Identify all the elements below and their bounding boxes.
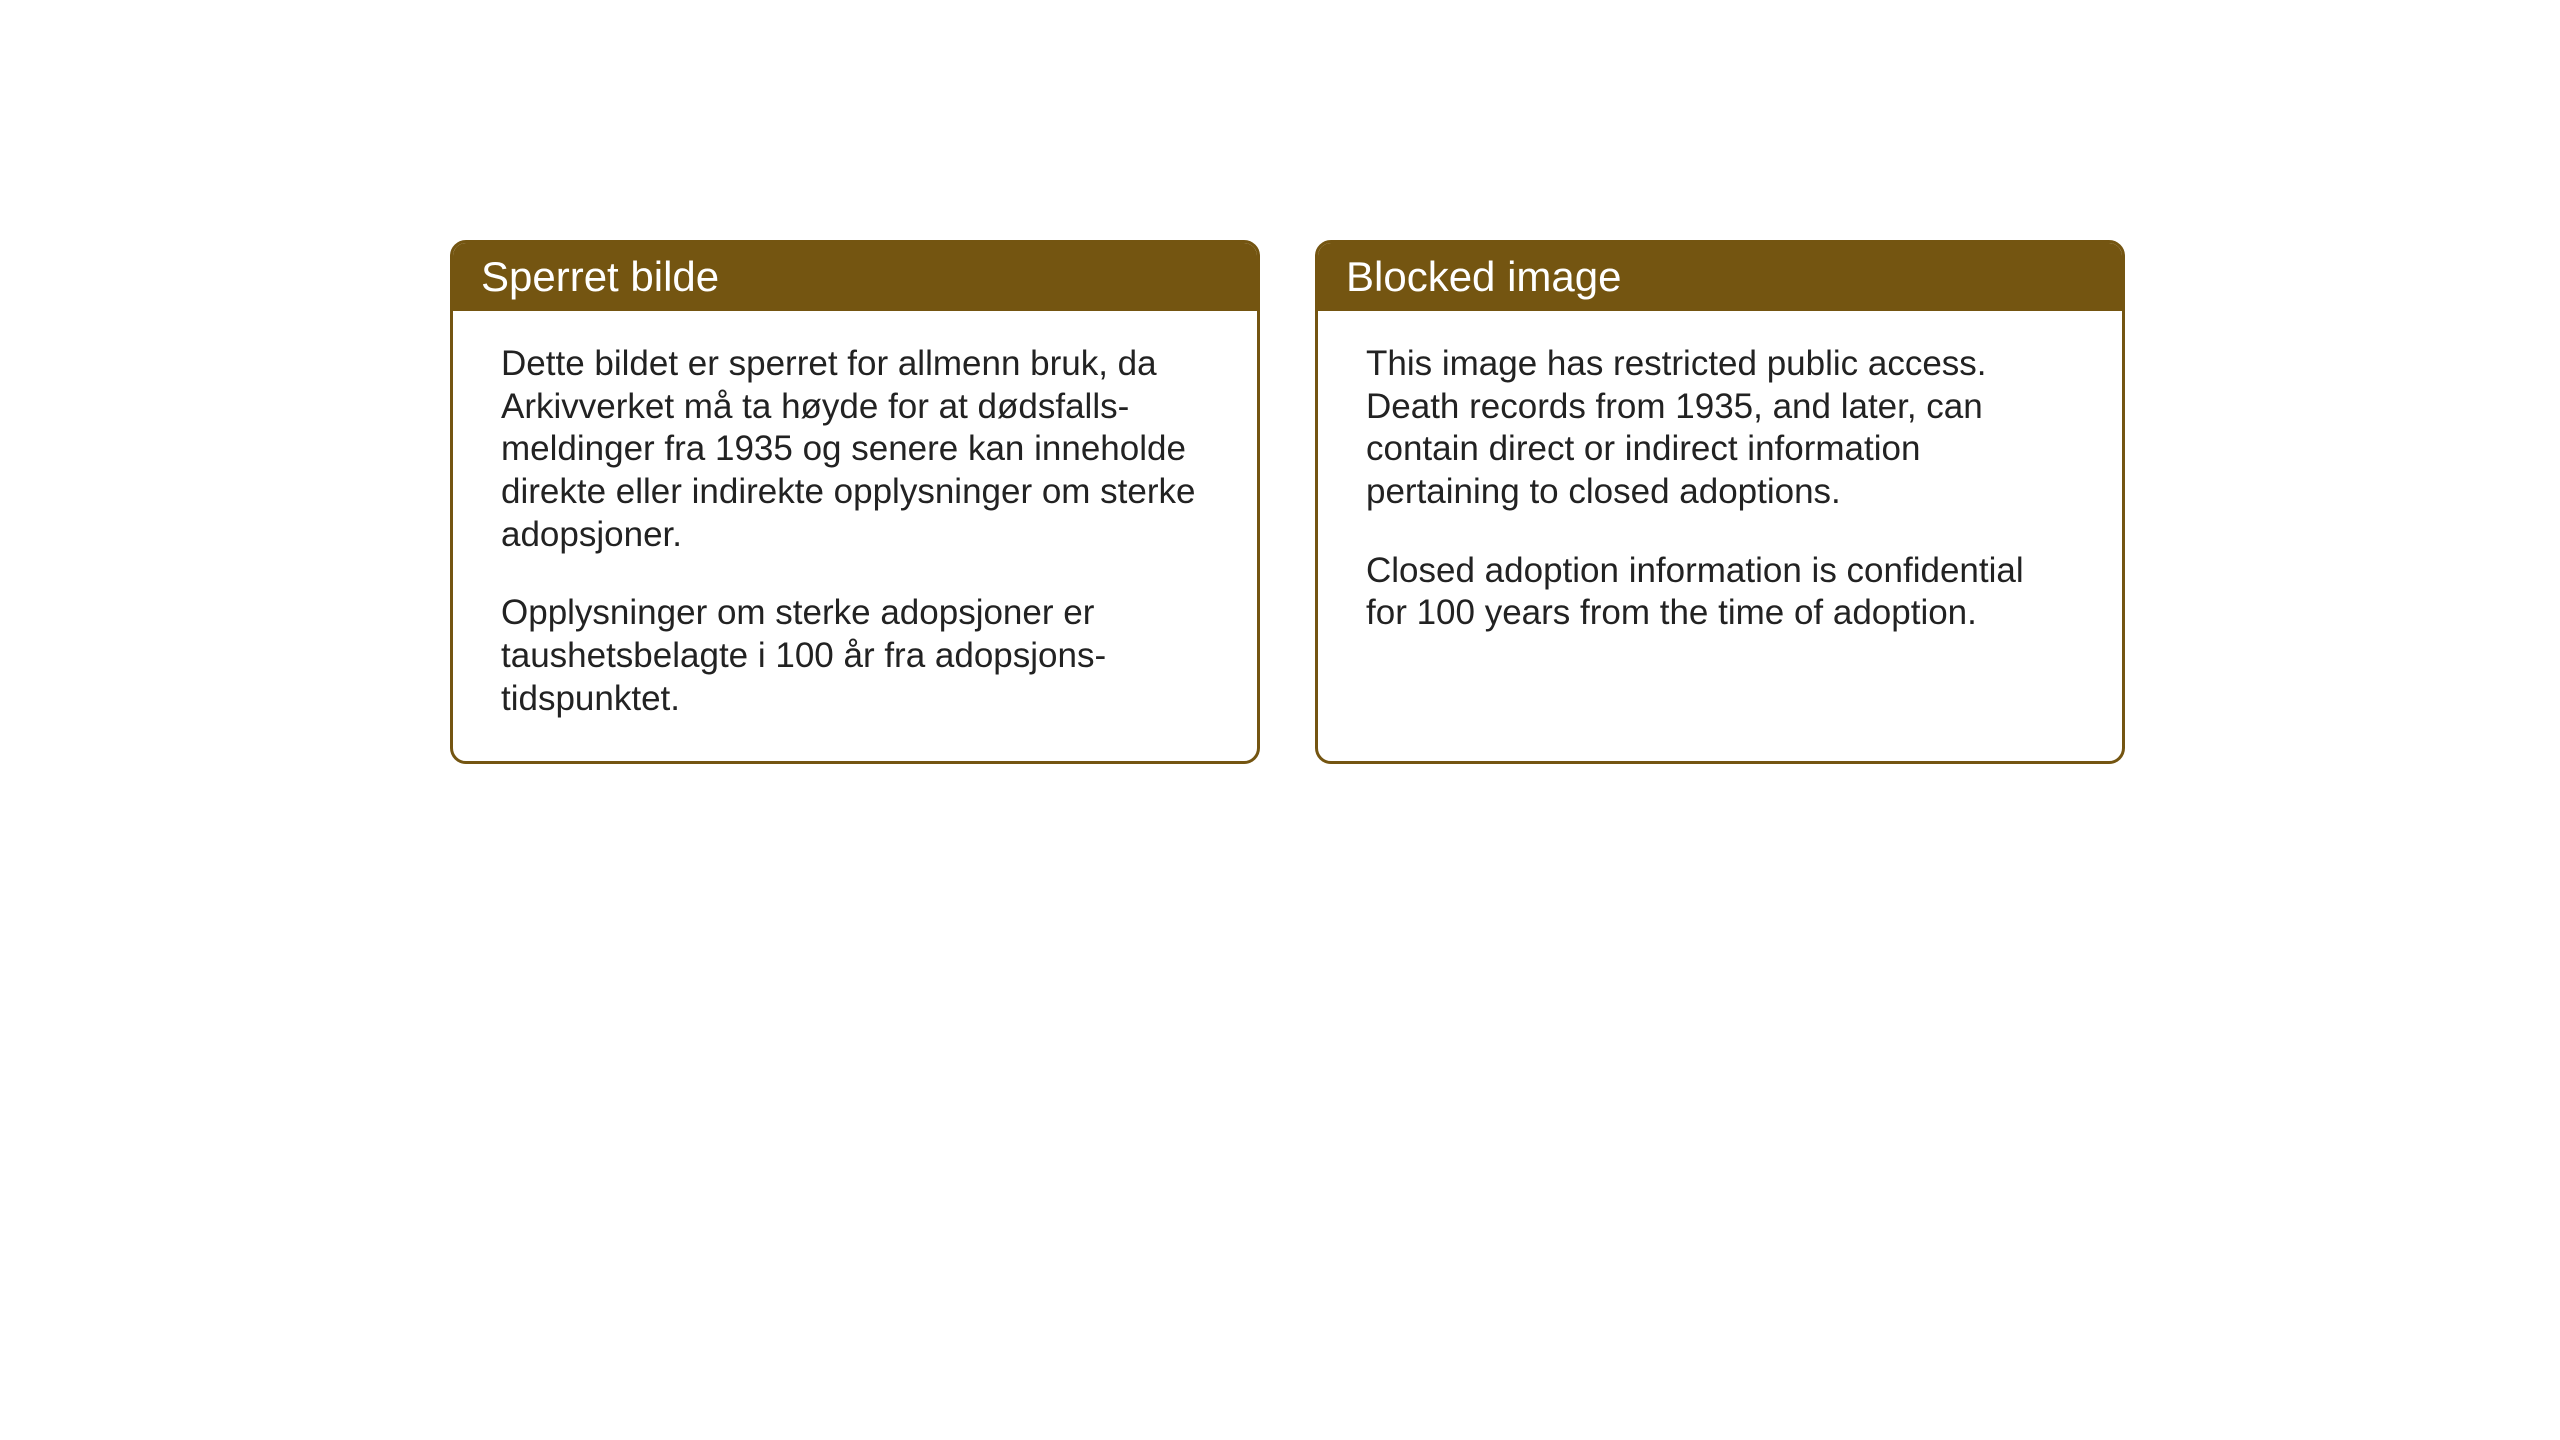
notice-card-norwegian: Sperret bilde Dette bildet er sperret fo…: [450, 240, 1260, 764]
notice-paragraph-norwegian-1: Dette bildet er sperret for allmenn bruk…: [501, 343, 1209, 556]
notice-body-norwegian: Dette bildet er sperret for allmenn bruk…: [453, 311, 1257, 761]
notice-header-english: Blocked image: [1318, 243, 2122, 311]
notice-title-norwegian: Sperret bilde: [481, 253, 719, 300]
notice-paragraph-english-2: Closed adoption information is confident…: [1366, 550, 2074, 635]
notice-container: Sperret bilde Dette bildet er sperret fo…: [450, 240, 2125, 764]
notice-card-english: Blocked image This image has restricted …: [1315, 240, 2125, 764]
notice-paragraph-norwegian-2: Opplysninger om sterke adopsjoner er tau…: [501, 592, 1209, 720]
notice-body-english: This image has restricted public access.…: [1318, 311, 2122, 675]
notice-header-norwegian: Sperret bilde: [453, 243, 1257, 311]
notice-paragraph-english-1: This image has restricted public access.…: [1366, 343, 2074, 514]
notice-title-english: Blocked image: [1346, 253, 1621, 300]
